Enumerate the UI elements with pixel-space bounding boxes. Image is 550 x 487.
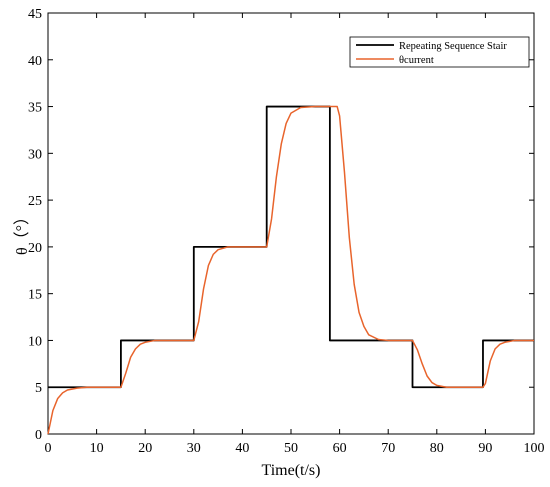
series-line-1 [47, 105, 534, 435]
y-tick-label-2: 10 [28, 334, 42, 349]
x-tick-label-9: 90 [478, 441, 492, 456]
y-axis-title: θ（°） [13, 209, 31, 255]
x-tick-label-3: 30 [187, 441, 201, 456]
axis-ticks [47, 12, 535, 435]
x-axis-title: Time(t/s) [262, 462, 321, 479]
y-tick-label-1: 5 [35, 381, 42, 396]
y-tick-labels: 0 5 10 15 20 25 30 35 40 45 [28, 7, 42, 443]
x-tick-labels: 0 10 20 30 40 50 60 70 80 90 100 [45, 441, 545, 456]
x-tick-label-7: 70 [381, 441, 395, 456]
y-tick-label-4: 20 [28, 241, 42, 256]
legend: Repeating Sequence Stair θcurrent [349, 36, 530, 68]
y-tick-label-9: 45 [28, 7, 42, 22]
y-tick-label-6: 30 [28, 147, 42, 162]
legend-label-stair: Repeating Sequence Stair [399, 41, 507, 52]
y-tick-label-3: 15 [28, 288, 42, 303]
x-tick-label-8: 80 [430, 441, 444, 456]
y-tick-label-5: 25 [28, 194, 42, 209]
legend-box [349, 36, 530, 68]
x-tick-label-4: 40 [235, 441, 249, 456]
series-lines [47, 105, 534, 435]
y-tick-label-0: 0 [35, 428, 42, 443]
x-tick-label-10: 100 [524, 441, 545, 456]
y-tick-label-8: 40 [28, 54, 42, 69]
x-tick-label-1: 10 [90, 441, 104, 456]
legend-label-current: θcurrent [399, 55, 434, 66]
x-tick-label-0: 0 [45, 441, 52, 456]
y-tick-label-7: 35 [28, 101, 42, 116]
x-tick-label-5: 50 [284, 441, 298, 456]
x-tick-label-6: 60 [333, 441, 347, 456]
x-tick-label-2: 20 [138, 441, 152, 456]
